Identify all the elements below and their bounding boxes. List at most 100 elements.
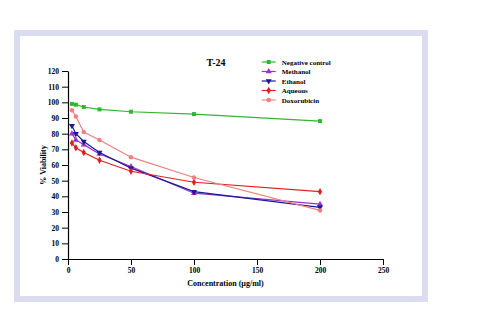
series-line (72, 143, 320, 192)
axis-line (69, 259, 384, 260)
legend-swatch (266, 79, 272, 84)
legend-label: Doxorubicin (282, 97, 319, 105)
point-marker (318, 208, 323, 213)
tick: 20 (52, 224, 69, 233)
point-marker (81, 130, 86, 135)
tick-mark (62, 228, 68, 229)
point-marker (192, 175, 197, 180)
point-marker (318, 119, 322, 123)
point-marker (74, 103, 78, 107)
legend-swatch (267, 87, 271, 94)
legend-label: Ethanol (282, 78, 306, 86)
point-marker (70, 102, 74, 106)
tick-mark (62, 181, 68, 182)
tick: 150 (252, 259, 264, 275)
legend-swatch (266, 68, 272, 73)
point-marker (129, 168, 133, 175)
tick-label: 40 (52, 192, 60, 201)
tick-label: 250 (378, 266, 390, 275)
tick: 10 (52, 239, 69, 248)
tick: 250 (378, 259, 390, 275)
tick: 40 (52, 192, 69, 201)
axis-line (68, 72, 69, 260)
tick-label: 200 (315, 266, 327, 275)
tick: 70 (52, 145, 69, 154)
legend-swatch (267, 60, 271, 64)
point-marker (81, 140, 87, 145)
point-marker (97, 157, 101, 164)
tick-label: 0 (67, 266, 71, 275)
tick-label: 0 (55, 255, 59, 264)
tick-mark (62, 212, 68, 213)
legend-label: Methanol (282, 68, 311, 76)
legend-item: Negative control (262, 59, 331, 67)
tick: 60 (52, 161, 69, 170)
tick: 50 (52, 177, 69, 186)
point-marker (82, 105, 86, 109)
tick-label: 10 (52, 239, 60, 248)
point-marker (192, 112, 196, 116)
tick-mark (62, 102, 68, 103)
point-marker (97, 138, 102, 143)
point-marker (74, 114, 79, 119)
tick-label: 150 (252, 266, 264, 275)
tick-mark (62, 87, 68, 88)
y-axis: 0 10 20 30 40 50 60 70 80 90 100 110 120 (48, 67, 69, 264)
legend-item: Ethanol (262, 78, 306, 86)
tick: 0 (55, 255, 68, 264)
point-marker (129, 155, 134, 160)
tick: 110 (48, 83, 68, 92)
tick: 200 (315, 259, 327, 275)
tick-mark (62, 71, 68, 72)
tick-mark (62, 149, 68, 150)
tick: 0 (67, 259, 71, 275)
legend-label: Negative control (282, 59, 331, 67)
tick-mark (194, 259, 195, 265)
legend-item: Aqueous (262, 87, 308, 95)
tick-label: 80 (52, 130, 60, 139)
tick-mark (62, 259, 68, 260)
point-marker (318, 188, 322, 195)
tick-mark (62, 243, 68, 244)
x-axis-title: Concentration (µg/ml) (187, 279, 264, 288)
point-marker (317, 201, 323, 206)
tick: 30 (52, 208, 69, 217)
legend-label: Aqueous (282, 87, 308, 95)
tick-label: 50 (52, 177, 60, 186)
tick-label: 20 (52, 224, 60, 233)
tick-mark (383, 259, 384, 265)
tick-mark (62, 165, 68, 166)
tick-mark (257, 259, 258, 265)
point-marker (73, 136, 79, 141)
tick-label: 50 (128, 266, 136, 275)
tick: 90 (52, 114, 69, 123)
tick: 100 (189, 259, 201, 275)
tick-mark (68, 259, 69, 265)
tick-mark (131, 259, 132, 265)
chart: 0 50 100 150 200 250 0 10 20 30 40 50 60 70 80 90 100 110… (0, 0, 480, 319)
series-line (72, 104, 320, 121)
point-marker (82, 149, 86, 156)
tick-label: 30 (52, 208, 60, 217)
plot-area (69, 102, 323, 213)
tick-label: 70 (52, 145, 60, 154)
tick: 50 (128, 259, 136, 275)
point-marker (96, 151, 102, 156)
tick-mark (62, 196, 68, 197)
tick: 100 (48, 98, 68, 107)
point-marker (73, 132, 79, 137)
tick-label: 110 (48, 83, 59, 92)
tick-label: 90 (52, 114, 60, 123)
tick-mark (62, 134, 68, 135)
panel (20, 36, 422, 296)
series-line (72, 126, 320, 207)
tick-label: 60 (52, 161, 60, 170)
series-line (72, 110, 320, 210)
point-marker (74, 144, 78, 151)
tick: 80 (52, 130, 69, 139)
tick-mark (320, 259, 321, 265)
legend: Negative controlMethanol EthanolAqueous Do… (262, 59, 331, 105)
legend-item: Methanol (262, 68, 311, 76)
tick: 120 (48, 67, 68, 76)
point-marker (129, 110, 133, 114)
